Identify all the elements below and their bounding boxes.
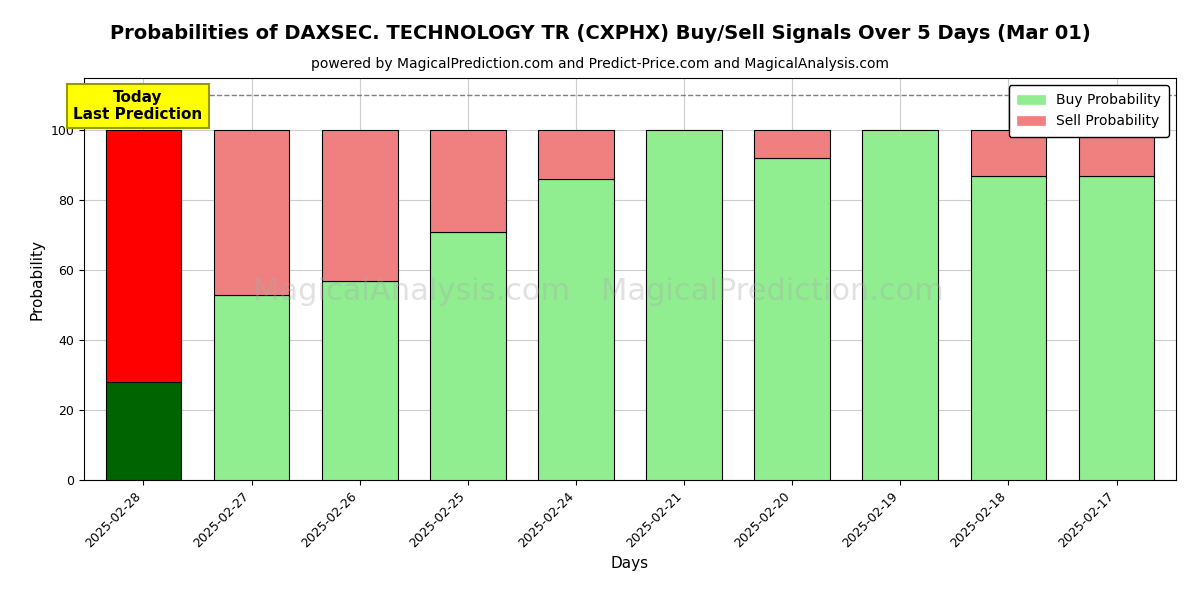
Bar (430, 232, 505, 480)
Text: MagicalPrediction.com: MagicalPrediction.com (600, 277, 943, 305)
Bar (538, 130, 613, 179)
Legend: Buy Probability, Sell Probability: Buy Probability, Sell Probability (1009, 85, 1169, 137)
Bar (538, 179, 613, 480)
Bar (106, 130, 181, 382)
Bar (971, 176, 1046, 480)
Bar (755, 158, 830, 480)
Bar (863, 130, 938, 480)
Y-axis label: Probability: Probability (30, 238, 44, 319)
Text: powered by MagicalPrediction.com and Predict-Price.com and MagicalAnalysis.com: powered by MagicalPrediction.com and Pre… (311, 57, 889, 71)
Bar (1079, 176, 1154, 480)
Text: Today
Last Prediction: Today Last Prediction (73, 90, 203, 122)
Bar (430, 130, 505, 232)
Bar (755, 130, 830, 158)
Bar (647, 130, 722, 480)
Bar (1079, 130, 1154, 176)
Text: MagicalAnalysis.com: MagicalAnalysis.com (253, 277, 570, 305)
X-axis label: Days: Days (611, 556, 649, 571)
Bar (214, 130, 289, 295)
Bar (214, 295, 289, 480)
Bar (322, 281, 397, 480)
Bar (971, 130, 1046, 176)
Bar (322, 130, 397, 281)
Text: Probabilities of DAXSEC. TECHNOLOGY TR (CXPHX) Buy/Sell Signals Over 5 Days (Mar: Probabilities of DAXSEC. TECHNOLOGY TR (… (109, 24, 1091, 43)
Bar (106, 382, 181, 480)
